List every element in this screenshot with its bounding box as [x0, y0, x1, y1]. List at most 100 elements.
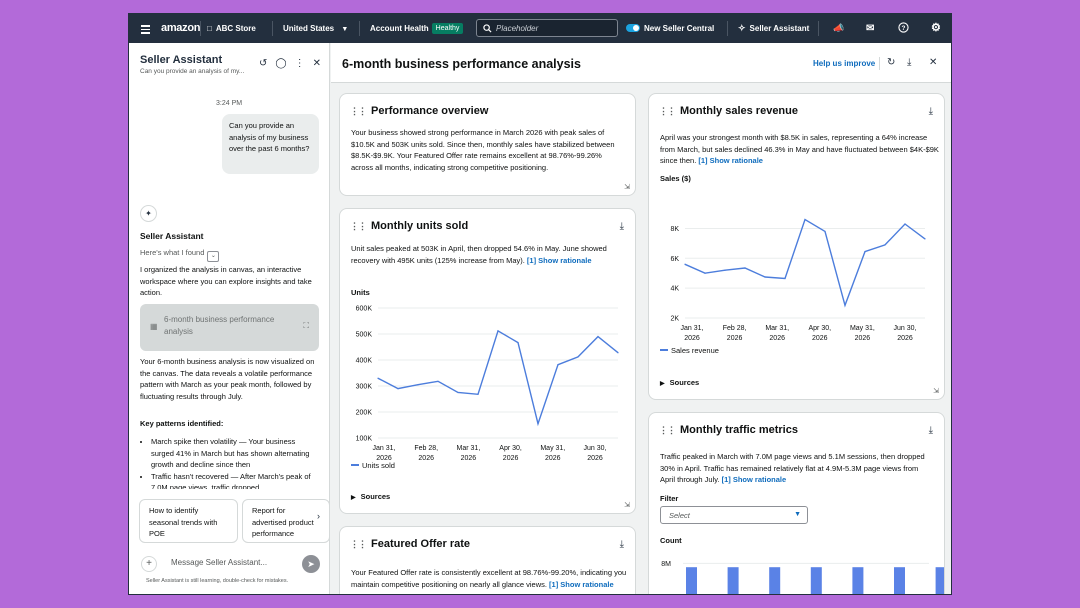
- mail-icon[interactable]: ✉: [866, 23, 875, 34]
- download-icon[interactable]: ⤓: [928, 425, 933, 436]
- chevron-down-icon[interactable]: ⌄: [207, 251, 220, 262]
- x-tick-label: Feb 28,: [414, 445, 438, 452]
- x-tick-label: 2026: [769, 335, 785, 342]
- megaphone-icon[interactable]: 📣: [833, 23, 845, 33]
- show-rationale-link[interactable]: [1] Show rationale: [721, 475, 787, 484]
- show-rationale-link[interactable]: [1] Show rationale: [698, 156, 763, 165]
- found-label: Here's what I found: [140, 248, 205, 257]
- data-point: [744, 267, 746, 269]
- download-icon[interactable]: ⤓: [619, 539, 624, 550]
- amazon-logo[interactable]: amazon: [161, 22, 201, 34]
- data-point: [457, 391, 459, 394]
- drag-handle-icon[interactable]: ⋮⋮: [659, 106, 676, 116]
- sources-toggle[interactable]: ▶ Sources: [351, 492, 390, 501]
- add-icon[interactable]: +: [141, 556, 157, 572]
- app-window: amazon □ ABC Store United States ▼ Accoun…: [128, 13, 952, 595]
- new-chat-icon[interactable]: ◯: [275, 58, 287, 69]
- send-icon[interactable]: ➤: [302, 555, 320, 573]
- health-badge: Healthy: [431, 23, 464, 34]
- drag-handle-icon[interactable]: ⋮⋮: [350, 106, 367, 116]
- data-point: [437, 380, 439, 382]
- divider: [879, 57, 880, 70]
- assistant-panel: Seller Assistant Can you provide an anal…: [129, 43, 330, 594]
- new-seller-central-toggle[interactable]: New Seller Central: [626, 14, 714, 43]
- data-point: [904, 223, 906, 225]
- y-tick-label: 2K: [670, 316, 679, 323]
- divider: [727, 21, 728, 36]
- download-icon[interactable]: ⤓: [907, 57, 912, 68]
- resize-icon[interactable]: ⇲: [624, 184, 630, 191]
- show-rationale-link[interactable]: [1] Show rationale: [526, 255, 592, 265]
- refresh-icon[interactable]: ↻: [887, 57, 896, 68]
- y-tick-label: 8K: [670, 226, 679, 233]
- y-tick-label: 6K: [670, 256, 679, 263]
- search-input[interactable]: Placeholder: [476, 19, 618, 37]
- x-tick-label: 2026: [503, 455, 519, 462]
- seller-assistant-button[interactable]: ✧ Seller Assistant: [738, 14, 809, 43]
- sources-label: Sources: [669, 378, 700, 387]
- assistant-toolbar: ↺ ◯ ⋮ ✕: [259, 58, 321, 69]
- suggestion-chip[interactable]: Report for advertised product performanc…: [242, 499, 330, 543]
- traffic-metrics-card: ⋮⋮ Monthly traffic metrics ⤓ Traffic peak…: [648, 412, 945, 594]
- list-item: March spike then volatility — Your busin…: [151, 436, 319, 471]
- chart-legend: Sales revenue: [660, 346, 719, 355]
- toggle-switch[interactable]: [626, 24, 640, 32]
- account-health[interactable]: Account Health Healthy: [370, 14, 464, 43]
- bar: [852, 567, 864, 594]
- found-toggle[interactable]: Here's what I found ⌄: [140, 248, 220, 262]
- data-point: [417, 384, 419, 386]
- series-line: [377, 329, 619, 427]
- key-patterns-heading: Key patterns identified:: [140, 419, 224, 428]
- country-selector[interactable]: United States ▼: [283, 14, 348, 43]
- store-selector[interactable]: □ ABC Store: [207, 14, 256, 43]
- menu-icon[interactable]: [141, 23, 151, 35]
- data-point: [617, 352, 619, 354]
- message-input[interactable]: Message Seller Assistant...: [171, 558, 268, 567]
- legend-swatch: [351, 464, 359, 466]
- drag-handle-icon[interactable]: ⋮⋮: [659, 425, 676, 435]
- gear-icon[interactable]: ⚙: [931, 22, 941, 34]
- x-tick-label: 2026: [684, 335, 700, 342]
- drag-handle-icon[interactable]: ⋮⋮: [350, 221, 367, 231]
- data-point: [477, 393, 479, 395]
- history-icon[interactable]: ↺: [259, 58, 268, 69]
- x-tick-label: 2026: [376, 455, 392, 462]
- sales-text: April was your strongest month with $8.5…: [660, 132, 940, 167]
- x-tick-label: Jan 31,: [373, 445, 396, 452]
- y-tick-label: 600K: [356, 306, 373, 313]
- filter-select[interactable]: Select ▼: [660, 506, 808, 524]
- x-tick-label: Mar 31,: [765, 325, 789, 332]
- x-tick-label: 2026: [418, 455, 434, 462]
- help-icon[interactable]: ?: [898, 14, 909, 43]
- suggestion-chip[interactable]: How to identify seasonal trends with POE: [139, 499, 238, 543]
- data-point: [577, 356, 579, 358]
- chevron-right-icon[interactable]: ›: [317, 511, 320, 521]
- legend-label: Units sold: [362, 461, 395, 470]
- x-tick-label: 2026: [812, 335, 828, 342]
- card-title: Featured Offer rate: [371, 538, 471, 550]
- caret-right-icon: ▶: [660, 381, 665, 387]
- close-icon[interactable]: ✕: [312, 58, 321, 69]
- more-icon[interactable]: ⋮: [294, 58, 305, 69]
- resize-icon[interactable]: ⇲: [624, 502, 630, 509]
- expand-icon[interactable]: ⛶: [303, 321, 309, 330]
- help-us-improve-link[interactable]: Help us improve: [813, 59, 876, 68]
- show-rationale-link[interactable]: [1] Show rationale: [549, 579, 614, 589]
- divider: [272, 21, 273, 36]
- drag-handle-icon[interactable]: ⋮⋮: [350, 539, 367, 549]
- download-icon[interactable]: ⤓: [619, 221, 624, 232]
- data-point: [864, 250, 866, 253]
- sources-toggle[interactable]: ▶ Sources: [660, 378, 699, 387]
- bar: [894, 567, 905, 594]
- monthly-units-card: ⋮⋮ Monthly units sold ⤓ Unit sales peaked…: [339, 208, 636, 514]
- close-icon[interactable]: ✕: [929, 57, 938, 68]
- card-title: Monthly traffic metrics: [680, 424, 798, 436]
- canvas-link-card[interactable]: ▦ 6-month business performance analysis …: [140, 304, 319, 351]
- seller-assistant-label: Seller Assistant: [749, 24, 810, 33]
- x-tick-label: Feb 28,: [723, 325, 747, 332]
- resize-icon[interactable]: ⇲: [933, 388, 939, 395]
- y-axis-label: Units: [351, 288, 370, 297]
- data-point: [844, 304, 846, 306]
- download-icon[interactable]: ⤓: [928, 106, 933, 117]
- assistant-intro: I organized the analysis in canvas, an i…: [140, 265, 312, 297]
